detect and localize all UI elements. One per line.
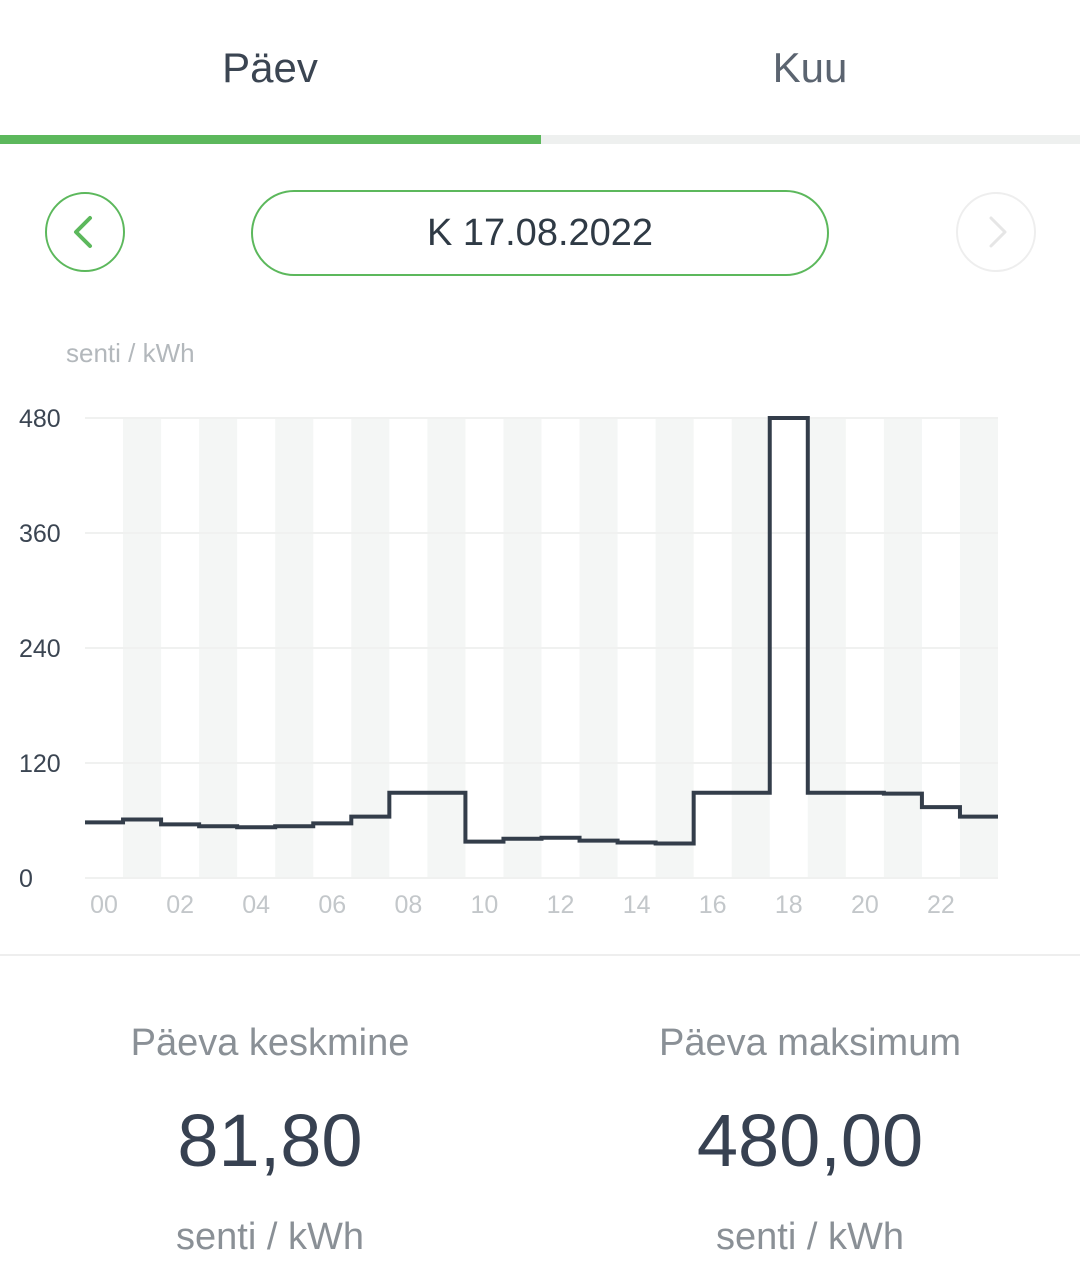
x-tick-label: 14 [623, 891, 651, 919]
price-step-line [85, 416, 998, 846]
daily-maximum-unit: senti / kWh [716, 1216, 904, 1258]
x-tick-label: 20 [851, 891, 879, 919]
x-tick-label: 22 [927, 891, 955, 919]
x-tick-label: 06 [318, 891, 346, 919]
chevron-right-icon [989, 216, 1007, 248]
x-tick-label: 08 [394, 891, 422, 919]
tab-month[interactable]: Kuu [772, 43, 848, 91]
x-tick-label: 16 [699, 891, 727, 919]
y-tick-label: 0 [19, 865, 33, 893]
next-day-button[interactable] [956, 192, 1036, 272]
daily-average-unit: senti / kWh [176, 1216, 364, 1258]
tab-day[interactable]: Päev [222, 43, 318, 91]
daily-average-label: Päeva keskmine [130, 1022, 410, 1064]
daily-maximum-label: Päeva maksimum [659, 1022, 961, 1064]
section-divider [0, 954, 1080, 956]
chevron-left-icon [74, 216, 92, 248]
daily-average-value: 81,80 [177, 1099, 363, 1182]
daily-maximum-stat: Päeva maksimum 480,00 senti / kWh [540, 1015, 1080, 1265]
date-selector[interactable]: K 17.08.2022 [251, 190, 829, 276]
active-tab-indicator [0, 135, 541, 144]
daily-average-stat: Päeva keskmine 81,80 senti / kWh [0, 1015, 540, 1265]
daily-maximum-value: 480,00 [696, 1099, 924, 1182]
y-tick-label: 360 [19, 520, 61, 548]
y-tick-label: 240 [19, 635, 61, 663]
y-tick-label: 480 [19, 405, 61, 433]
x-tick-label: 02 [166, 891, 194, 919]
x-tick-label: 10 [471, 891, 499, 919]
previous-day-button[interactable] [45, 192, 125, 272]
chart-unit-label: senti / kWh [66, 338, 195, 368]
x-tick-label: 00 [90, 891, 118, 919]
price-chart: 0 120 240 360 480 00 02 04 06 08 10 12 14 16 18 20 22 [19, 405, 998, 919]
x-tick-label: 12 [547, 891, 575, 919]
x-tick-label: 18 [775, 891, 803, 919]
y-tick-label: 120 [19, 750, 61, 778]
period-tabs: Päev Kuu [0, 0, 1080, 145]
x-tick-label: 04 [242, 891, 270, 919]
